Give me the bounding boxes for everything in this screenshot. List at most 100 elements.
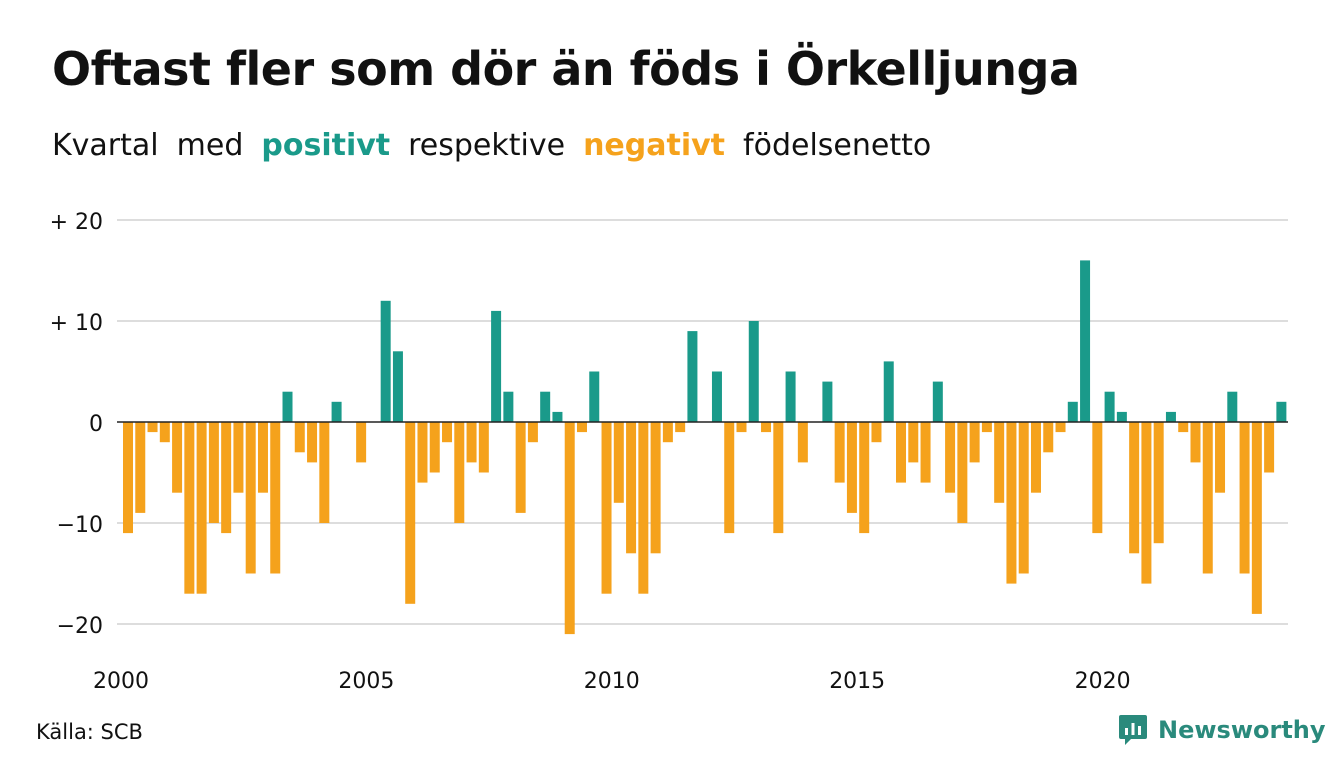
x-tick-label: 2000: [93, 669, 149, 694]
bar-negative: [1239, 422, 1250, 574]
bar-negative: [896, 422, 907, 483]
y-tick-label: −20: [57, 614, 103, 639]
bar-negative: [356, 422, 367, 463]
bar-negative: [761, 422, 772, 433]
y-tick-label: 0: [89, 412, 103, 437]
bar-negative: [527, 422, 538, 443]
bar-negative: [515, 422, 526, 513]
bar-negative: [773, 422, 784, 534]
bar-positive: [282, 391, 293, 422]
bar-negative: [123, 422, 133, 534]
brand-logo: Newsworthy: [1118, 714, 1326, 746]
bar-negative: [1129, 422, 1140, 554]
bar-positive: [331, 401, 342, 422]
bar-negative: [221, 422, 232, 534]
bar-positive: [883, 361, 894, 422]
bar-negative: [147, 422, 158, 433]
bar-negative: [135, 422, 146, 513]
bar-negative: [1190, 422, 1201, 463]
bar-negative: [626, 422, 637, 554]
bar-negative: [1202, 422, 1213, 574]
bar-negative: [736, 422, 747, 433]
bar-negative: [417, 422, 428, 483]
bar-positive: [1227, 391, 1238, 422]
bar-negative: [245, 422, 256, 574]
subtitle-text: Kvartal: [52, 128, 159, 163]
bar-positive: [1067, 401, 1078, 422]
bar-positive: [552, 411, 563, 422]
bar-negative: [257, 422, 268, 493]
bar-negative: [319, 422, 330, 523]
bar-negative: [1006, 422, 1017, 584]
bar-positive: [1276, 401, 1287, 422]
bar-negative: [442, 422, 453, 443]
bar-negative: [405, 422, 416, 604]
bar-positive: [785, 371, 796, 422]
bar-positive: [392, 351, 403, 422]
bar-positive: [711, 371, 722, 422]
bar-negative: [846, 422, 857, 513]
bar-positive: [687, 331, 698, 422]
bar-positive: [1165, 411, 1176, 422]
bar-negative: [1092, 422, 1103, 534]
bar-negative: [1055, 422, 1066, 433]
x-tick-label: 2010: [584, 669, 640, 694]
bar-negative: [478, 422, 489, 473]
bar-negative: [638, 422, 649, 594]
bar-negative: [1018, 422, 1029, 574]
bar-negative: [233, 422, 244, 493]
bar-negative: [994, 422, 1005, 503]
bar-positive: [748, 321, 759, 422]
bar-negative: [859, 422, 870, 534]
bar-positive: [503, 391, 514, 422]
bar-negative: [1264, 422, 1275, 473]
bar-negative: [564, 422, 575, 635]
bar-positive: [1116, 411, 1127, 422]
bar-positive: [1104, 391, 1115, 422]
bar-negative: [294, 422, 305, 453]
bar-positive: [589, 371, 600, 422]
bar-negative: [184, 422, 195, 594]
x-tick-label: 2005: [338, 669, 394, 694]
brand-name: Newsworthy: [1158, 716, 1326, 744]
bar-negative: [969, 422, 980, 463]
bar-negative: [1215, 422, 1226, 493]
bar-negative: [1043, 422, 1054, 453]
subtitle-text: födelsenetto: [743, 128, 932, 163]
bar-negative: [920, 422, 931, 483]
bar-negative: [429, 422, 440, 473]
bar-negative: [981, 422, 992, 433]
y-tick-label: + 10: [50, 311, 103, 336]
bar-negative: [1141, 422, 1152, 584]
bar-positive: [540, 391, 551, 422]
bar-negative: [650, 422, 661, 554]
bar-negative: [159, 422, 170, 443]
y-tick-label: −10: [57, 513, 103, 538]
x-tick-label: 2020: [1075, 669, 1131, 694]
subtitle-negative-label: negativt: [583, 128, 726, 163]
bar-negative: [601, 422, 612, 594]
bar-negative: [724, 422, 735, 534]
bar-positive: [380, 300, 391, 422]
x-tick-label: 2015: [829, 669, 885, 694]
subtitle-positive-label: positivt: [261, 128, 391, 163]
bar-negative: [957, 422, 968, 523]
subtitle-text: med: [176, 128, 244, 163]
bar-negative: [1153, 422, 1164, 544]
bar-negative: [208, 422, 219, 523]
chart-title: Oftast fler som dör än föds i Örkelljung…: [52, 42, 1080, 96]
bar-negative: [270, 422, 281, 574]
bar-positive: [932, 381, 943, 422]
bar-negative: [662, 422, 673, 443]
bar-negative: [1251, 422, 1262, 614]
bar-negative: [945, 422, 956, 493]
bar-negative: [454, 422, 465, 523]
bar-negative: [172, 422, 183, 493]
newsworthy-logo-icon: [1119, 715, 1147, 745]
source-label: Källa: SCB: [36, 720, 143, 744]
bar-positive: [822, 381, 833, 422]
bar-negative: [1030, 422, 1041, 493]
bar-negative: [1178, 422, 1189, 433]
bar-negative: [576, 422, 587, 433]
